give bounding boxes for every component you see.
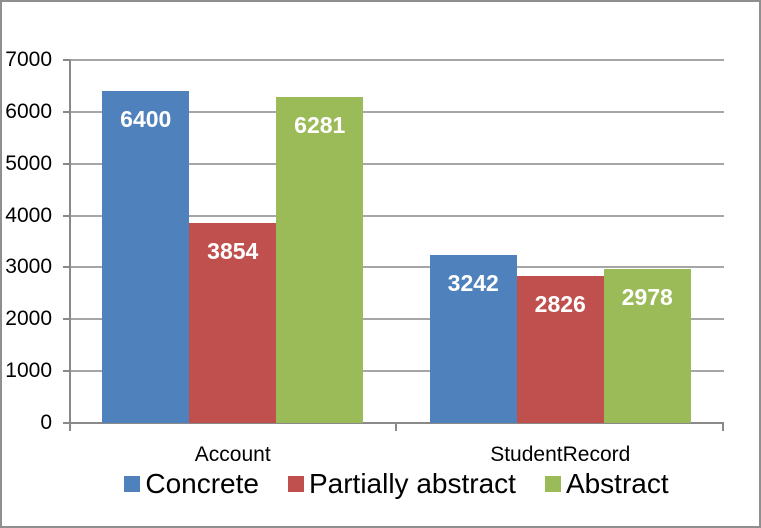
bar-data-label: 2826 (534, 291, 586, 318)
bar-concrete-studentrecord: 3242 (429, 254, 517, 423)
gridline (69, 59, 724, 61)
legend-label-concrete: Concrete (145, 468, 259, 499)
x-axis-line (69, 422, 724, 424)
bar-abstract-studentrecord: 2978 (603, 268, 691, 423)
gridline (69, 370, 724, 373)
bar-partially-abstract-account: 3854 (189, 223, 277, 423)
bar-partially-abstract-studentrecord: 2826 (516, 276, 604, 423)
bar-abstract-account: 6281 (276, 97, 364, 423)
y-axis-tick (63, 422, 69, 424)
bar-data-label: 2978 (621, 283, 673, 310)
bar-data-label: 6281 (294, 112, 346, 139)
y-axis-tick-label: 2000 (5, 307, 52, 331)
y-axis-tick (63, 110, 69, 113)
y-axis-tick-label: 5000 (5, 151, 52, 175)
y-axis-tick (63, 266, 69, 269)
x-axis-tick (722, 423, 724, 431)
y-axis-tick-label: 6000 (5, 99, 52, 123)
y-axis-tick-label: 3000 (5, 255, 52, 279)
y-axis-tick-label: 0 (40, 411, 52, 434)
legend-item-partially-abstract: Partially abstract (287, 468, 516, 500)
legend-label-partially-abstract: Partially abstract (308, 468, 516, 499)
y-axis-line (69, 59, 71, 431)
legend-swatch-concrete-icon (124, 476, 141, 492)
y-axis-tick (63, 59, 69, 61)
category-label-studentrecord: StudentRecord (490, 443, 631, 466)
gridline (69, 318, 724, 321)
y-axis-tick-label: 1000 (5, 359, 52, 383)
bar-concrete-account: 6400 (102, 91, 190, 423)
bar-data-label: 3242 (447, 269, 499, 296)
y-axis-tick-label: 4000 (5, 203, 52, 227)
y-axis-tick (63, 162, 69, 165)
legend: Concrete Partially abstract Abstract (69, 466, 724, 502)
legend-swatch-abstract-icon (544, 476, 561, 492)
legend-item-abstract: Abstract (544, 468, 669, 500)
y-axis-tick (63, 318, 69, 321)
gridline (69, 266, 724, 269)
legend-item-concrete: Concrete (124, 468, 259, 500)
category-label-account: Account (194, 443, 271, 466)
gridline (69, 214, 724, 217)
legend-swatch-partially-abstract-icon (287, 476, 304, 492)
x-axis-tick (394, 423, 397, 431)
bar-data-label: 3854 (207, 238, 259, 265)
y-axis-tick-label: 7000 (5, 48, 52, 71)
legend-label-abstract: Abstract (565, 468, 669, 499)
bar-data-label: 6400 (120, 106, 172, 133)
gridline (69, 162, 724, 165)
gridline (69, 110, 724, 113)
y-axis-tick (63, 214, 69, 217)
y-axis-tick (63, 370, 69, 373)
